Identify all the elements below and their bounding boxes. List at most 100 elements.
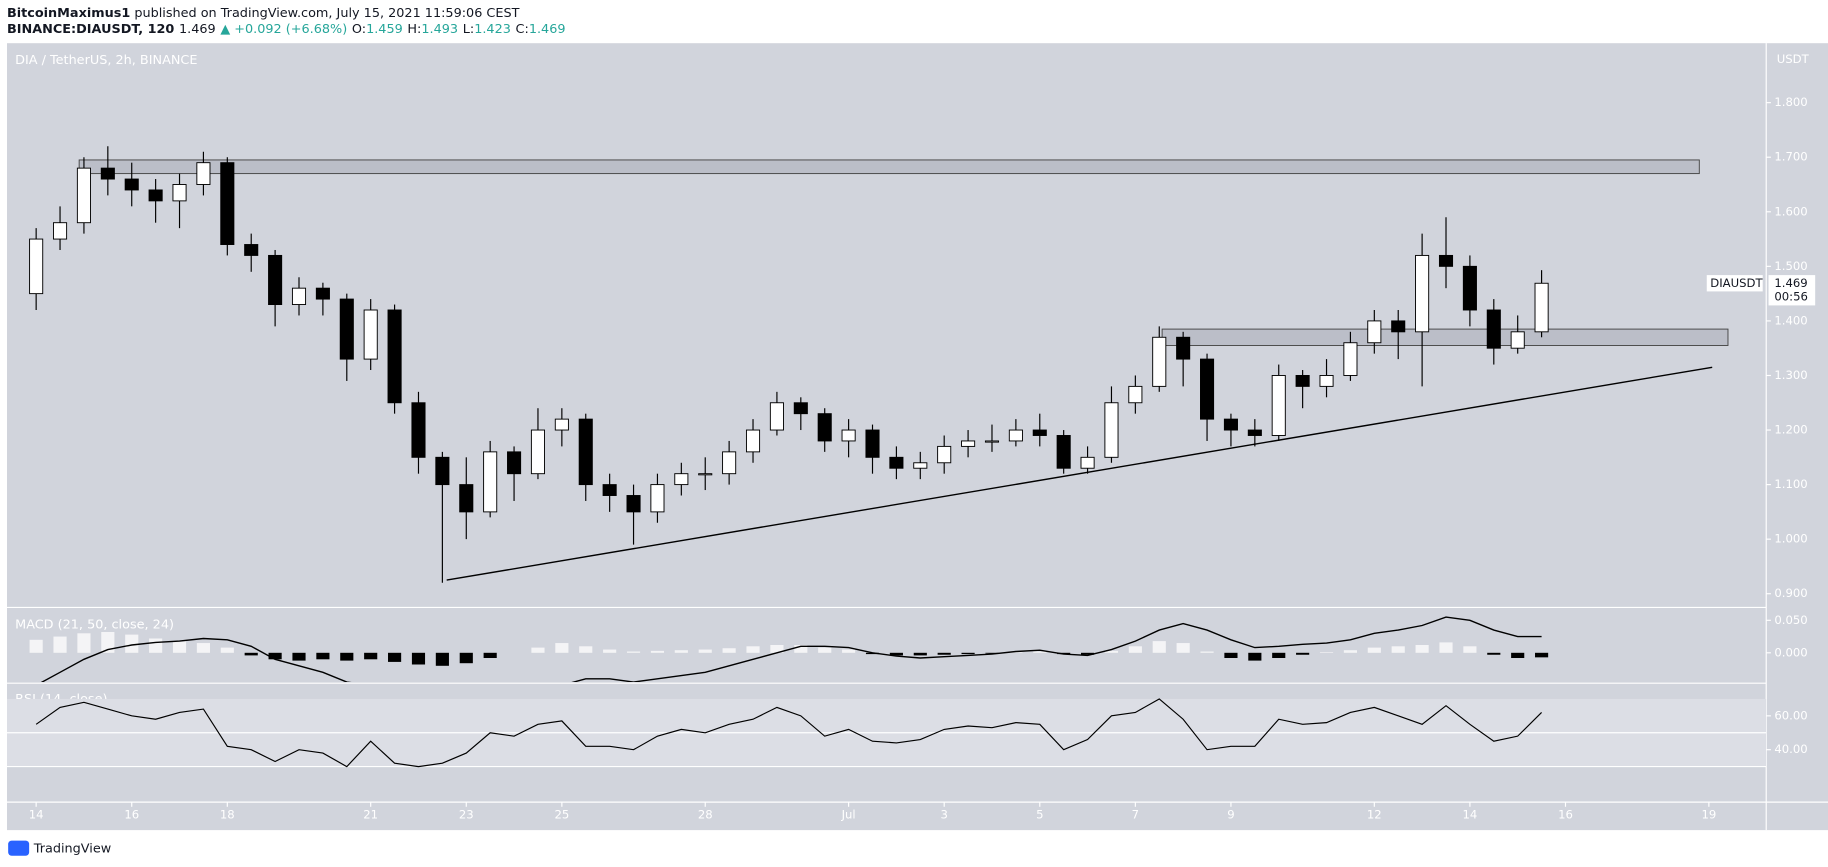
header-line-1: BitcoinMaximus1 published on TradingView… <box>7 5 520 20</box>
ohlc-key: L: <box>463 22 474 37</box>
macd-histogram-bar <box>244 652 258 656</box>
y-tick-label: 1.400 <box>1774 313 1807 327</box>
x-tick-label: 23 <box>459 807 474 821</box>
chart-title: DIA / TetherUS, 2h, BINANCE <box>15 53 197 68</box>
symbol-label: DIAUSDT <box>1710 276 1763 290</box>
macd-line <box>40 616 1542 683</box>
x-tick-label: 16 <box>124 807 139 821</box>
macd-histogram-bar <box>1104 650 1119 653</box>
macd-histogram-bar <box>292 652 306 661</box>
symbol: BINANCE:DIAUSDT, 120 <box>7 22 174 37</box>
candle-body <box>984 440 1000 443</box>
candle-body <box>841 429 856 442</box>
y-tick-label: 40.00 <box>1774 742 1807 756</box>
y-tick-label: 1.600 <box>1774 204 1807 218</box>
macd-histogram-bar <box>1487 652 1501 655</box>
candle-body <box>124 178 139 191</box>
candle-body <box>1128 385 1143 404</box>
x-tick-label: 14 <box>29 807 44 821</box>
candle-body <box>1462 265 1477 311</box>
x-tick-label: 28 <box>698 807 713 821</box>
macd-histogram-bar <box>125 634 139 653</box>
candle-body <box>411 402 426 458</box>
ohlc-value: 1.459 <box>366 22 403 37</box>
candle-body <box>29 238 44 295</box>
macd-histogram-bar <box>937 652 951 655</box>
change: ▲ +0.092 (+6.68%) <box>220 22 347 37</box>
macd-histogram-bar <box>913 652 927 656</box>
candle-body <box>1391 320 1406 333</box>
x-tick-label: 25 <box>554 807 569 821</box>
macd-histogram-bar <box>1080 652 1095 655</box>
x-tick-label: 19 <box>1701 807 1716 821</box>
price-label: 1.469 <box>1774 276 1807 290</box>
candle-body <box>315 287 330 300</box>
candle-body <box>1200 358 1215 420</box>
ohlc-key: O: <box>352 22 366 37</box>
candle-body <box>1319 375 1334 387</box>
candle-body <box>148 189 163 202</box>
y-tick-label: 1.500 <box>1774 259 1807 273</box>
y-tick-label: 1.100 <box>1774 477 1807 491</box>
candle-body <box>817 413 832 442</box>
candle-body <box>172 184 187 202</box>
candle-body <box>1534 282 1549 333</box>
x-tick-label: 12 <box>1367 807 1382 821</box>
candle-body <box>1032 429 1047 436</box>
candle-body <box>1510 331 1525 349</box>
x-tick-label: Jul <box>841 807 856 821</box>
y-tick-label: 1.800 <box>1774 95 1807 109</box>
candle-body <box>745 429 761 453</box>
brand-logo <box>8 840 30 856</box>
candle-body <box>1295 375 1310 387</box>
brand[interactable]: TradingView <box>8 840 111 857</box>
macd-histogram-bar <box>842 649 856 653</box>
x-tick-label: 16 <box>1558 807 1573 821</box>
y-tick-label: 0.050 <box>1774 613 1807 627</box>
macd-histogram-bar <box>1033 651 1047 653</box>
macd-histogram-bar <box>1200 651 1214 653</box>
macd-histogram-bar <box>364 652 378 660</box>
candle-body <box>530 429 545 475</box>
y-tick-label: 0.000 <box>1774 645 1807 659</box>
candle-body <box>1415 254 1430 333</box>
macd-pane <box>29 616 1549 683</box>
candle-body <box>1271 375 1286 436</box>
macd-histogram-bar <box>1272 652 1286 659</box>
candle-body <box>1223 418 1238 431</box>
y-tick-label: 60.00 <box>1774 708 1807 722</box>
candle-body <box>889 456 904 469</box>
macd-histogram-bar <box>1511 652 1525 659</box>
macd-histogram-bar <box>555 643 569 653</box>
published: published on TradingView.com, July 15, 2… <box>130 5 519 20</box>
macd-histogram-bar <box>698 649 712 653</box>
price-label-bg <box>1768 275 1816 306</box>
candle-body <box>793 402 808 415</box>
macd-histogram-bar <box>1224 652 1238 659</box>
x-tick-label: 3 <box>940 807 947 821</box>
macd-histogram-bar <box>1535 652 1549 658</box>
macd-histogram-bar <box>770 645 784 653</box>
axis-unit: USDT <box>1777 52 1810 66</box>
candle-body <box>913 462 928 469</box>
candle-body <box>459 484 474 513</box>
candle-body <box>291 287 307 306</box>
y-tick-label: 1.200 <box>1774 423 1807 437</box>
macd-histogram-bar <box>1463 646 1477 653</box>
ohlc-value: 1.493 <box>421 22 458 37</box>
candle-body <box>507 451 522 475</box>
candle-body <box>244 244 259 256</box>
macd-histogram-bar <box>411 652 426 665</box>
candle-body <box>268 254 283 306</box>
macd-histogram-bar <box>459 652 473 664</box>
macd-histogram-bar <box>1248 652 1262 661</box>
candle-body <box>554 418 569 431</box>
macd-histogram-bar <box>316 652 330 660</box>
x-tick-label: 7 <box>1132 807 1139 821</box>
candle-body <box>602 484 617 496</box>
brand-name: TradingView <box>33 841 111 856</box>
macd-histogram-bar <box>722 648 736 653</box>
macd-histogram-bar <box>435 652 449 666</box>
candle-body <box>1438 254 1454 267</box>
